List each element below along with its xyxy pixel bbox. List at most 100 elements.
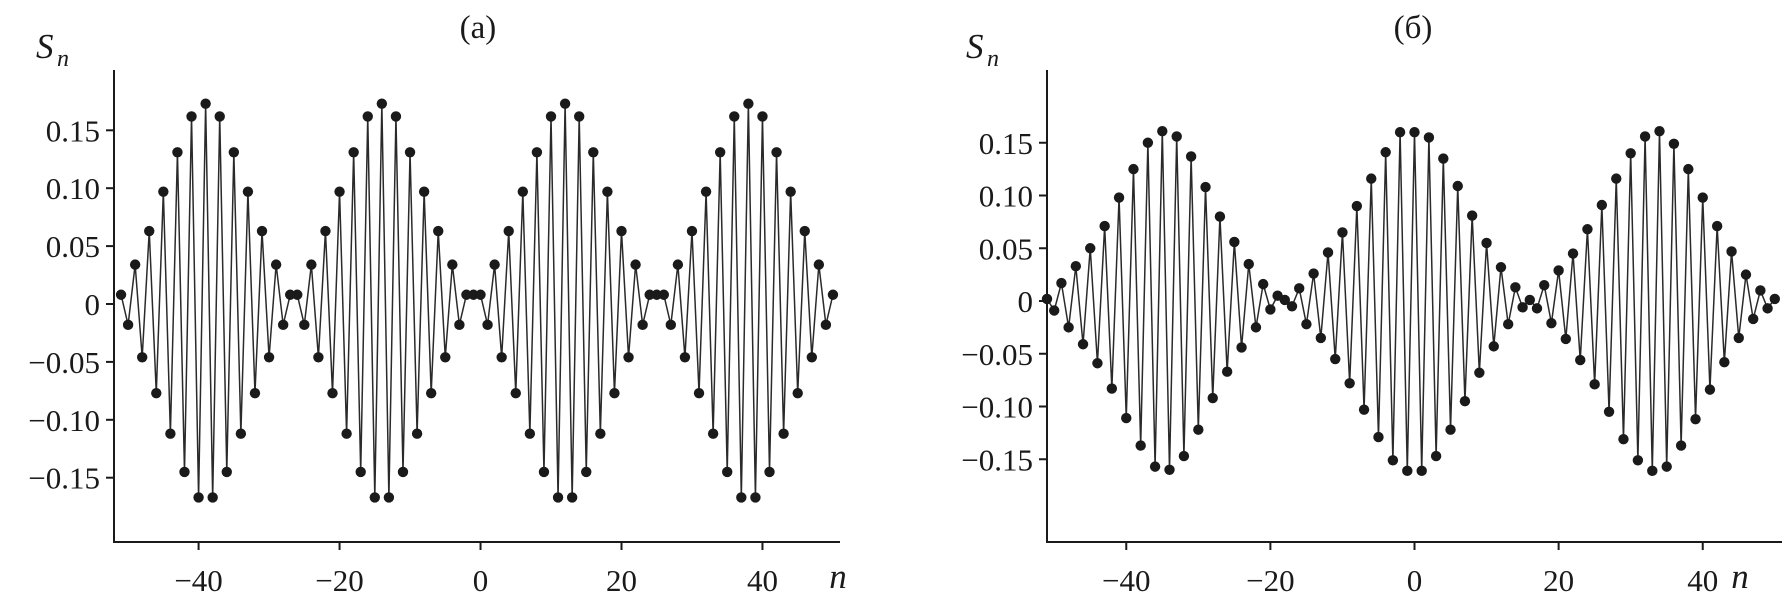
data-point [292,289,303,300]
y-axis-label: S [36,27,54,66]
y-tick-label: −0.05 [28,345,100,380]
data-point [144,225,155,237]
data-point [1149,461,1161,472]
data-point [510,387,521,399]
y-tick-label: 0 [85,287,101,322]
x-tick-label: 40 [1687,563,1718,598]
x-tick-label: −20 [315,563,363,598]
data-point [771,147,782,158]
y-tick-label: −0.10 [961,390,1033,425]
data-point [1704,384,1716,395]
data-point [1085,243,1096,254]
data-point [1755,285,1766,296]
data-point [750,492,761,503]
data-point [1575,354,1586,366]
data-point [158,186,169,197]
data-point [207,492,218,503]
x-axis-label: n [829,557,847,596]
y-tick-label: 0.10 [46,171,100,206]
y-tick-label: 0.15 [979,126,1033,161]
data-point [1690,413,1701,425]
data-point [362,111,373,122]
data-point [637,319,648,331]
data-point [200,98,211,109]
data-point [179,466,190,478]
data-point [792,387,803,399]
data-point [299,319,310,331]
data-point [1611,173,1622,184]
data-point [1517,302,1528,313]
data-point [1402,465,1413,477]
data-point [1070,260,1082,272]
data-point [1121,412,1132,424]
data-point [1358,404,1370,415]
data-point [1567,248,1579,259]
data-point [799,225,810,237]
data-point [129,259,141,270]
data-point [1524,294,1535,306]
data-point [1459,396,1471,407]
data-point [355,466,366,478]
data-point [1063,322,1074,333]
data-point [658,289,669,300]
data-point [1373,431,1384,443]
x-tick-label: 0 [473,563,489,598]
data-point [341,428,352,439]
data-point [813,259,825,270]
data-point [1366,173,1377,184]
data-point [376,98,388,109]
data-point [172,147,183,158]
data-point [1279,294,1290,306]
data-point [1106,383,1118,394]
data-point [1387,455,1399,466]
x-tick-label: −40 [174,563,222,598]
data-point [1286,301,1298,312]
data-point [383,492,395,503]
data-point [1077,339,1089,350]
series-line [1046,131,1776,471]
data-point [404,147,416,158]
data-point [736,492,747,503]
data-point [531,147,543,158]
data-point [447,259,458,270]
data-point [1639,131,1651,142]
data-point [1344,378,1355,389]
data-point [1719,356,1730,368]
data-point [722,466,733,478]
data-point [595,428,606,439]
data-point [1675,440,1687,451]
data-point [1661,461,1672,472]
y-tick-label: 0 [1018,284,1034,319]
data-point [1430,450,1442,462]
data-point [151,387,162,399]
data-point [1625,148,1636,159]
data-point [1654,125,1665,137]
panel-a: 0.15 0.10 0.05 0 −0.05 −0.10 −0.15 −40 −20 0 20 40 (… [28,10,846,598]
data-point [1178,450,1190,462]
data-point [440,352,451,363]
data-point [496,352,507,363]
data-point [764,466,775,478]
data-point [566,492,578,503]
data-point [313,352,324,363]
data-point [1546,317,1557,329]
y-tick-label: −0.15 [28,461,100,496]
data-point [454,319,465,331]
data-point [1409,127,1420,138]
data-point [665,319,677,331]
data-point [757,111,768,122]
data-point [1423,132,1435,143]
y-axis-label-subscript: n [57,46,69,72]
y-tick-label: 0.15 [46,113,100,148]
data-point [545,111,557,122]
data-point [1466,210,1478,221]
data-point [1207,392,1218,404]
data-point [1200,181,1211,193]
data-point [1603,406,1615,417]
data-point [1337,227,1348,238]
data-point [1733,332,1744,344]
data-point [242,186,254,197]
data-point [1740,269,1752,280]
data-point [1697,192,1708,203]
data-point [1257,278,1269,290]
